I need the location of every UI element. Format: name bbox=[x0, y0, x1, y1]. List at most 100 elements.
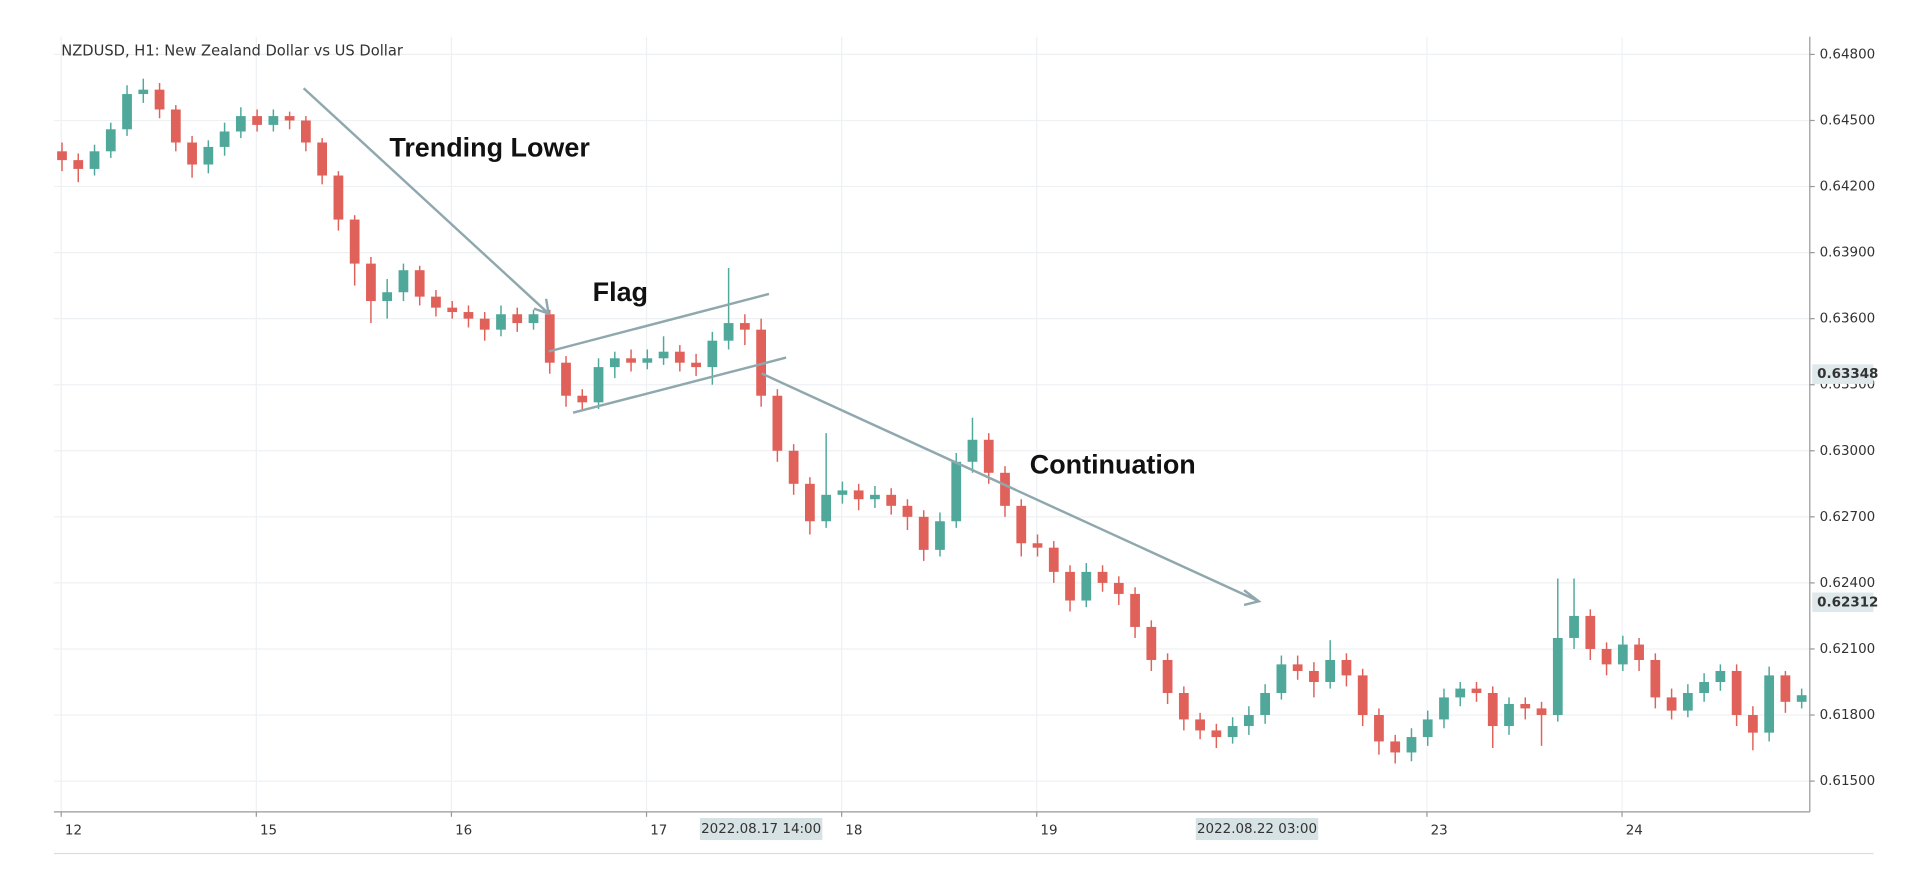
flag-lower bbox=[572, 356, 787, 414]
candle-body bbox=[1162, 659, 1173, 694]
candles bbox=[57, 78, 1807, 764]
x-tick-label: 19 bbox=[1040, 823, 1057, 838]
candle-body bbox=[1260, 693, 1271, 716]
y-tick-label: 0.61500 bbox=[1820, 774, 1876, 789]
candle-body bbox=[544, 314, 555, 363]
x-tick-label: 15 bbox=[260, 823, 277, 838]
candle-body bbox=[788, 450, 799, 484]
arrow-head bbox=[533, 298, 551, 316]
flag-upper bbox=[548, 292, 770, 353]
candle-body bbox=[1764, 675, 1775, 733]
candle-body bbox=[1341, 659, 1352, 676]
candle-body bbox=[1178, 693, 1189, 720]
candle-body bbox=[1113, 582, 1124, 594]
candle-body bbox=[170, 109, 181, 143]
candle-body bbox=[284, 116, 295, 121]
candle-body bbox=[1406, 737, 1417, 753]
candle-body bbox=[1536, 708, 1547, 716]
candle-body bbox=[805, 483, 815, 522]
candle-body bbox=[1617, 644, 1628, 665]
candle-body bbox=[1439, 697, 1449, 720]
candle-body bbox=[1731, 670, 1742, 716]
candle-body bbox=[1504, 704, 1514, 727]
candle-body bbox=[57, 151, 67, 161]
candle-body bbox=[187, 142, 197, 165]
candle-body bbox=[333, 175, 344, 220]
candle-body bbox=[1374, 715, 1384, 742]
candle-body bbox=[512, 314, 523, 324]
arrow-head bbox=[1243, 589, 1262, 607]
candle-body bbox=[1309, 670, 1319, 682]
candle-body bbox=[105, 129, 116, 152]
annotation: Trending Lower bbox=[389, 133, 590, 163]
crosshair-label: 2022.08.17 14:00 bbox=[701, 822, 821, 837]
candle-body bbox=[1569, 615, 1579, 638]
candle-body bbox=[431, 296, 441, 308]
price-label: 0.62312 bbox=[1817, 595, 1878, 610]
candle-body bbox=[1097, 571, 1108, 583]
candle-body bbox=[1065, 571, 1075, 601]
candle-body bbox=[1146, 626, 1157, 660]
y-tick-label: 0.61800 bbox=[1820, 708, 1876, 723]
candle-body bbox=[138, 89, 149, 95]
candle-body bbox=[886, 494, 897, 506]
candle-body bbox=[317, 142, 328, 176]
candle-body bbox=[235, 116, 246, 132]
candle-body bbox=[1016, 505, 1027, 544]
candle-body bbox=[203, 146, 214, 165]
candle-body bbox=[626, 358, 636, 363]
candle-body bbox=[967, 439, 978, 462]
candle-body bbox=[1601, 648, 1612, 665]
candle-body bbox=[154, 89, 165, 110]
y-tick-label: 0.62100 bbox=[1820, 642, 1876, 657]
candle-body bbox=[642, 358, 653, 363]
candle-body bbox=[463, 312, 474, 319]
candle-body bbox=[398, 270, 409, 293]
axes: 0.64800 0.64500 0.64200 0.63900 0.63600 0.633… bbox=[60, 47, 1878, 841]
price-label: 0.63348 bbox=[1817, 367, 1878, 382]
crosshair-label-box bbox=[699, 818, 823, 841]
candle-body bbox=[1455, 688, 1466, 698]
candle-body bbox=[707, 340, 718, 368]
arrow-trend bbox=[302, 87, 550, 315]
x-tick-label: 17 bbox=[650, 823, 667, 838]
crosshair-label: 2022.08.22 03:00 bbox=[1197, 822, 1317, 837]
candle-body bbox=[983, 439, 994, 473]
candle-body bbox=[496, 314, 506, 330]
candle-body bbox=[479, 318, 490, 330]
y-tick-label: 0.64500 bbox=[1820, 113, 1876, 128]
candle-body bbox=[1000, 472, 1010, 506]
annotation-lines bbox=[302, 87, 1262, 607]
candle-body bbox=[1471, 688, 1482, 694]
candle-body bbox=[1195, 719, 1205, 731]
candle-body bbox=[1682, 693, 1693, 711]
candle-body bbox=[837, 490, 848, 495]
candle-body bbox=[1552, 637, 1563, 716]
arrow-continuation bbox=[761, 372, 1260, 603]
candle-body bbox=[723, 323, 734, 341]
candle-body bbox=[349, 219, 360, 264]
candle-body bbox=[756, 329, 766, 396]
candle-body bbox=[739, 323, 750, 330]
candle-body bbox=[1130, 593, 1140, 627]
x-tick-label: 24 bbox=[1626, 823, 1643, 838]
candle-body bbox=[1422, 719, 1433, 738]
y-tick-label: 0.62700 bbox=[1820, 510, 1876, 525]
candle-body bbox=[1715, 670, 1726, 682]
candle-body bbox=[609, 358, 620, 368]
candle-body bbox=[1780, 675, 1791, 702]
candle-body bbox=[528, 314, 539, 324]
candle-body bbox=[1292, 664, 1303, 671]
candle-body bbox=[1032, 543, 1043, 548]
y-tick-label: 0.62400 bbox=[1820, 576, 1876, 591]
candle-body bbox=[870, 494, 880, 500]
candle-body bbox=[772, 395, 783, 451]
candle-body bbox=[301, 120, 311, 143]
candle-body bbox=[821, 494, 832, 522]
chart-title: NZDUSD, H1: New Zealand Dollar vs US Dol… bbox=[61, 43, 404, 60]
candle-body bbox=[1244, 715, 1254, 727]
y-tick-label: 0.64800 bbox=[1820, 47, 1876, 62]
candle-body bbox=[1748, 715, 1758, 733]
y-tick-label: 0.63900 bbox=[1820, 246, 1876, 261]
